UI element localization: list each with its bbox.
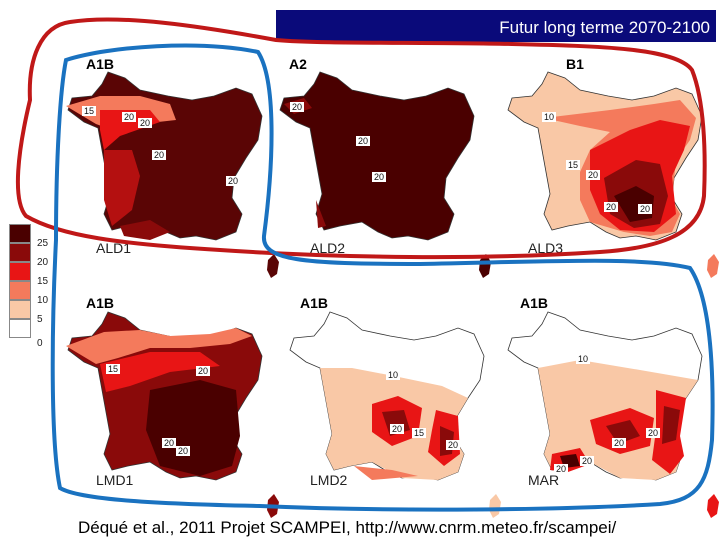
legend-tick-25: 25 bbox=[37, 238, 49, 249]
legend-tick-10: 10 bbox=[37, 295, 49, 306]
legend-swatch-0-5 bbox=[9, 319, 31, 338]
model-label-mar: MAR bbox=[528, 472, 560, 488]
citation-text: Déqué et al., 2011 Projet SCAMPEI, http:… bbox=[78, 518, 617, 537]
legend-tick-0: 0 bbox=[37, 338, 43, 349]
legend-tick-15: 15 bbox=[37, 276, 49, 287]
legend-swatch-20-25 bbox=[9, 243, 31, 262]
legend-tick-5: 5 bbox=[37, 314, 43, 325]
legend-tick-20: 20 bbox=[37, 257, 49, 268]
legend-swatch-15-20 bbox=[9, 262, 31, 281]
legend-swatch-10-15 bbox=[9, 281, 31, 300]
legend-swatch-5-10 bbox=[9, 300, 31, 319]
legend-swatch-25plus bbox=[9, 224, 31, 243]
